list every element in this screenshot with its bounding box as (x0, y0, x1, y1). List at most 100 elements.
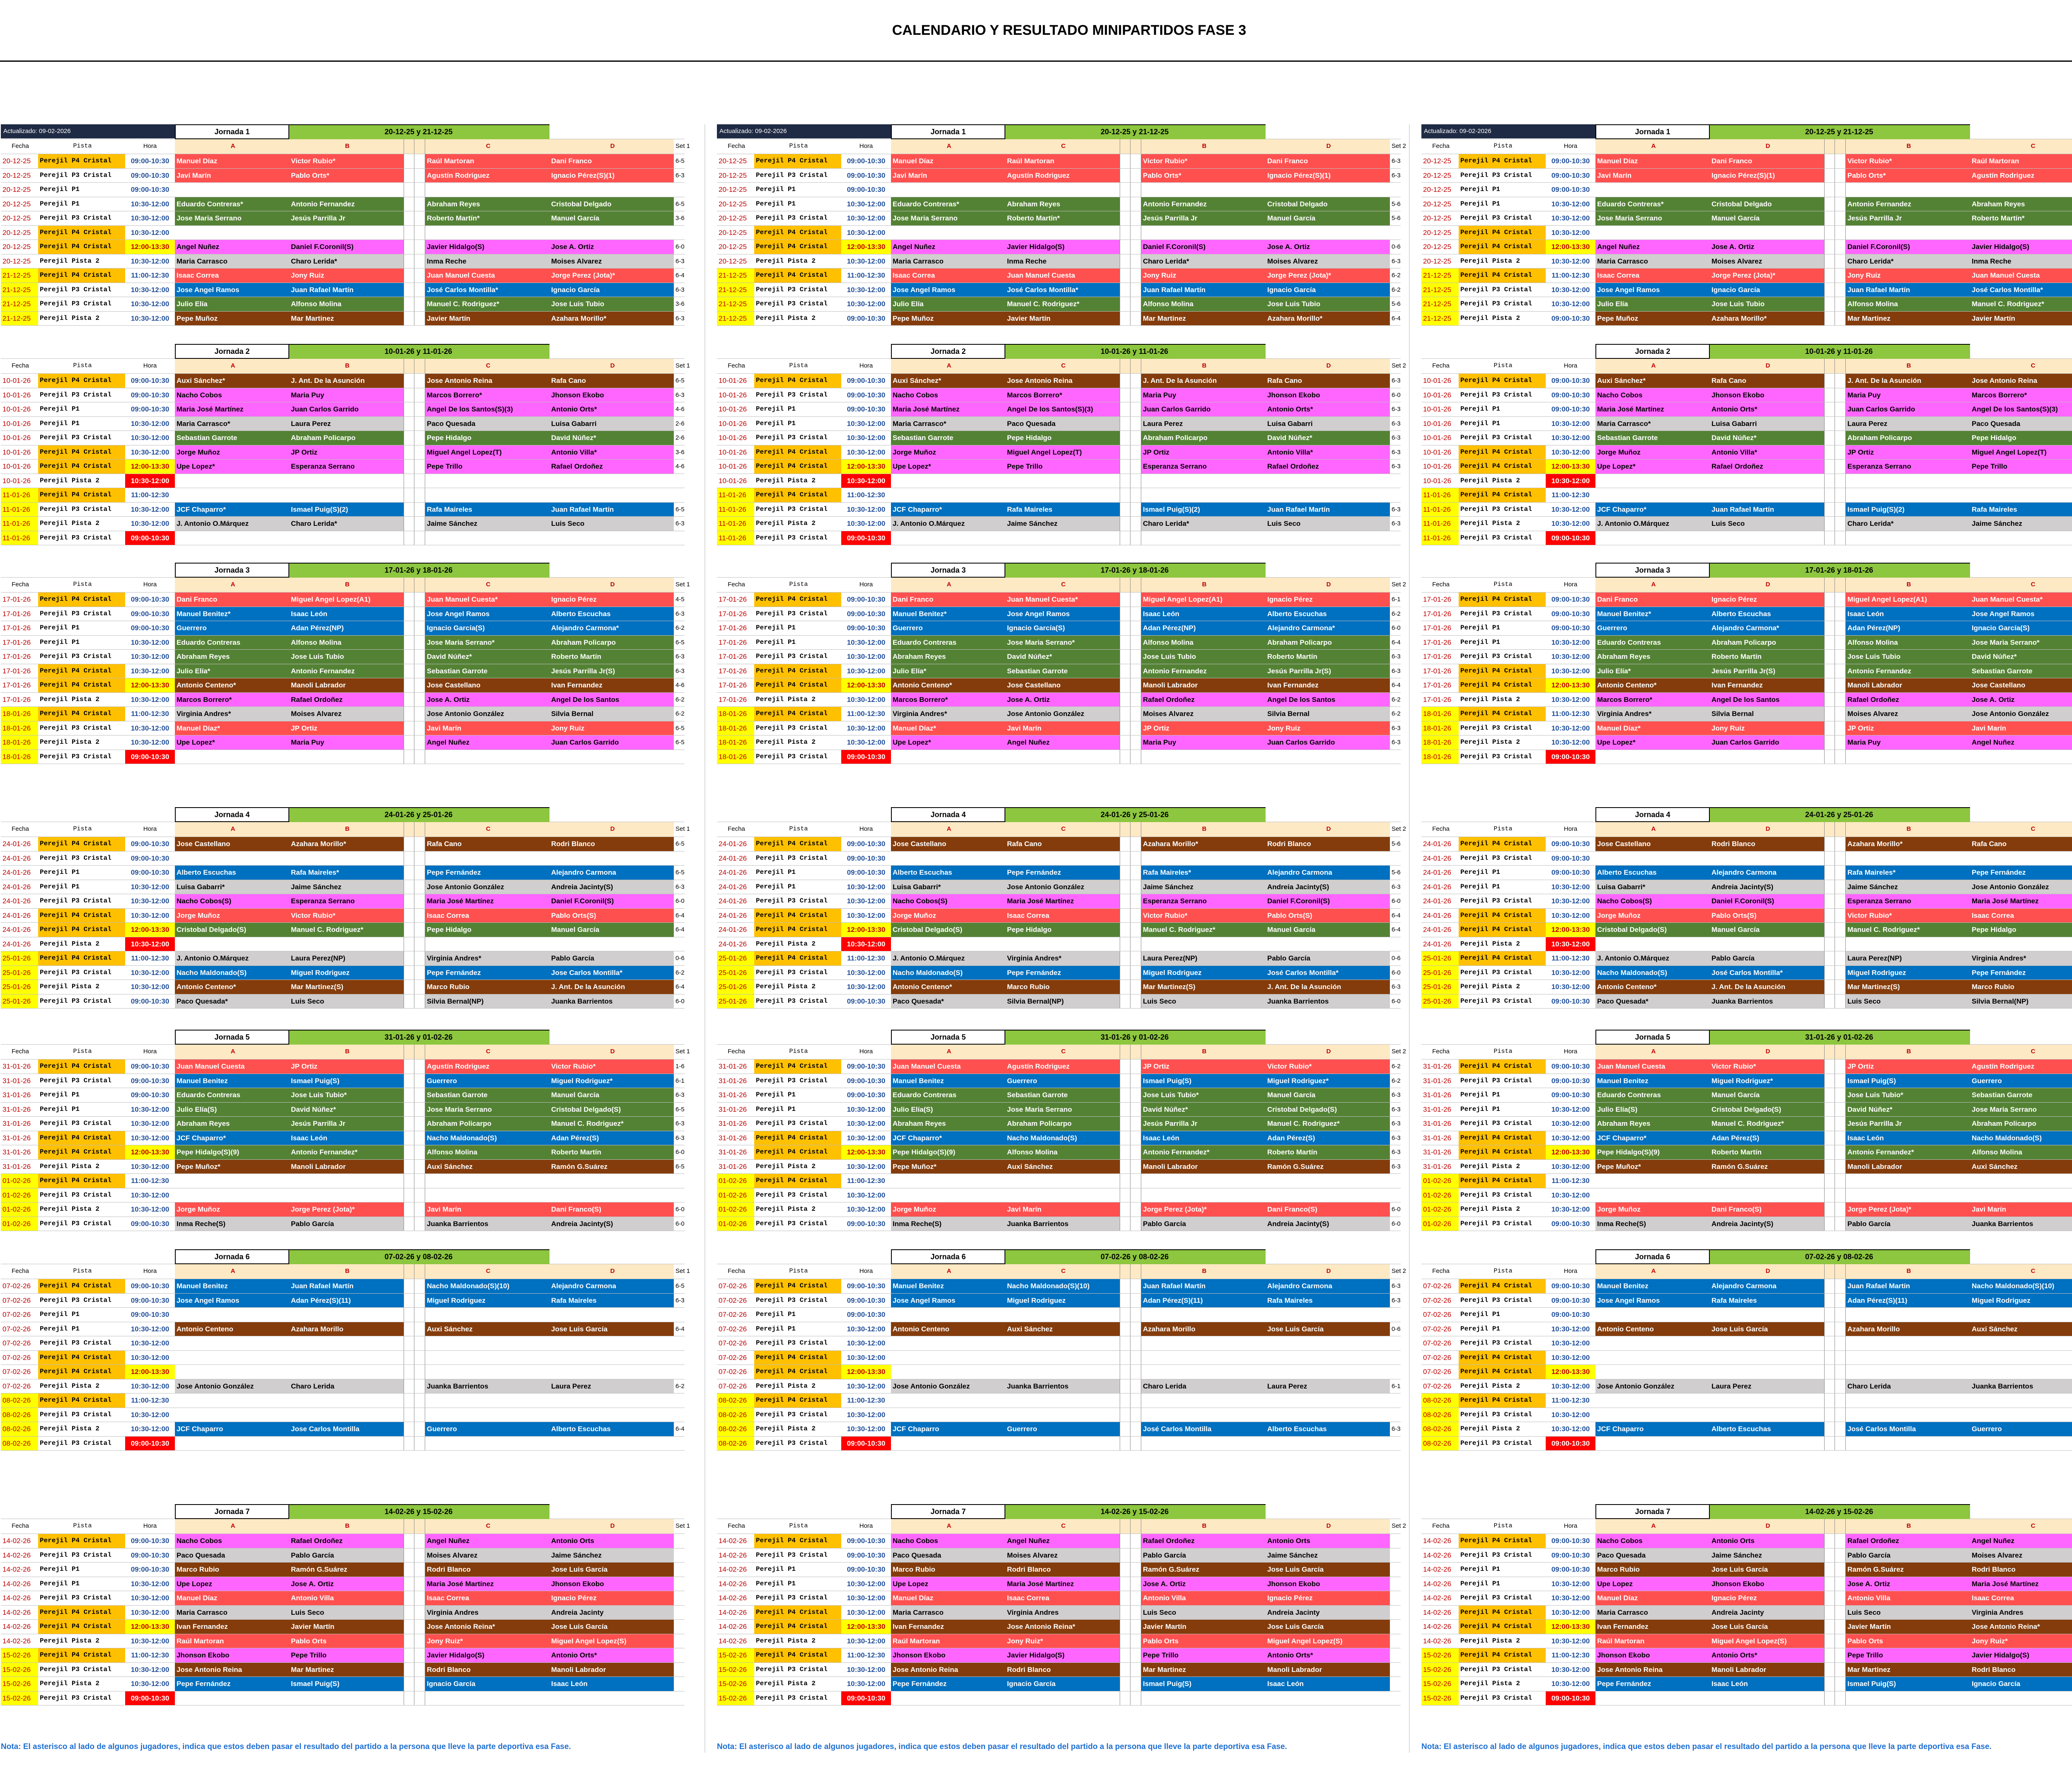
match-row[interactable]: 17-01-26 Perejil P3 Cristal 10:30-12:00 Abr… (717, 650, 1401, 664)
match-row[interactable]: 14-02-26 Perejil P4 Cristal 12:00-13:30 Iva… (1, 1620, 685, 1634)
match-row[interactable]: 15-02-26 Perejil P4 Cristal 11:00-12:30 Jho… (1421, 1648, 2072, 1663)
match-row[interactable]: 10-01-26 Perejil P4 Cristal 12:00-13:30 Upe… (717, 460, 1401, 474)
match-row[interactable]: 08-02-26 Perejil Pista 2 10:30-12:00 JCF Ch… (717, 1422, 1401, 1437)
match-row[interactable]: 17-01-26 Perejil P1 09:00-10:30 Guerrero Ign… (717, 621, 1401, 636)
match-row[interactable]: 08-02-26 Perejil P3 Cristal 10:30-12:00 (717, 1408, 1401, 1422)
match-row[interactable]: 15-02-26 Perejil P3 Cristal 09:00-10:30 (1421, 1691, 2072, 1706)
match-row[interactable]: 14-02-26 Perejil P3 Cristal 09:00-10:30 Pac… (1421, 1548, 2072, 1563)
match-row[interactable]: 15-02-26 Perejil P3 Cristal 10:30-12:00 Jos… (717, 1662, 1401, 1677)
match-row[interactable]: 31-01-26 Perejil P4 Cristal 12:00-13:30 Pep… (717, 1145, 1401, 1160)
match-row[interactable]: 10-01-26 Perejil P4 Cristal 09:00-10:30 Aux… (717, 374, 1401, 388)
match-row[interactable]: 31-01-26 Perejil P4 Cristal 10:30-12:00 JCF… (1, 1131, 685, 1145)
match-row[interactable]: 07-02-26 Perejil P1 10:30-12:00 Antonio Cen… (1421, 1322, 2072, 1336)
match-row[interactable]: 11-01-26 Perejil P4 Cristal 11:00-12:30 (717, 488, 1401, 503)
match-row[interactable]: 24-01-26 Perejil P3 Cristal 10:30-12:00 Nac… (1, 894, 685, 909)
match-row[interactable]: 31-01-26 Perejil P4 Cristal 10:30-12:00 JCF… (1421, 1131, 2072, 1145)
match-row[interactable]: 31-01-26 Perejil P1 10:30-12:00 Julio Elía(… (1, 1102, 685, 1117)
match-row[interactable]: 20-12-25 Perejil P1 10:30-12:00 Eduardo Con… (1421, 197, 2072, 211)
match-row[interactable]: 08-02-26 Perejil Pista 2 10:30-12:00 JCF Ch… (1421, 1422, 2072, 1437)
match-row[interactable]: 01-02-26 Perejil Pista 2 10:30-12:00 Jorge … (1421, 1202, 2072, 1217)
match-row[interactable]: 10-01-26 Perejil P3 Cristal 09:00-10:30 Nac… (717, 388, 1401, 402)
match-row[interactable]: 24-01-26 Perejil P3 Cristal 09:00-10:30 (1421, 851, 2072, 866)
match-row[interactable]: 17-01-26 Perejil P1 10:30-12:00 Eduardo Con… (1, 635, 685, 650)
match-row[interactable]: 25-01-26 Perejil Pista 2 10:30-12:00 Antoni… (1, 980, 685, 994)
match-row[interactable]: 20-12-25 Perejil P1 09:00-10:30 (1421, 183, 2072, 197)
match-row[interactable]: 07-02-26 Perejil Pista 2 10:30-12:00 Jose A… (717, 1379, 1401, 1393)
match-row[interactable]: 07-02-26 Perejil Pista 2 10:30-12:00 Jose A… (1, 1379, 685, 1393)
match-row[interactable]: 01-02-26 Perejil P3 Cristal 10:30-12:00 (1, 1188, 685, 1202)
match-row[interactable]: 07-02-26 Perejil P1 09:00-10:30 (1421, 1308, 2072, 1322)
match-row[interactable]: 14-02-26 Perejil P4 Cristal 09:00-10:30 Nac… (1, 1534, 685, 1548)
match-row[interactable]: 31-01-26 Perejil P4 Cristal 12:00-13:30 Pep… (1421, 1145, 2072, 1160)
match-row[interactable]: 20-12-25 Perejil P4 Cristal 10:30-12:00 (717, 225, 1401, 240)
match-row[interactable]: 10-01-26 Perejil P4 Cristal 10:30-12:00 Jor… (1421, 445, 2072, 460)
match-row[interactable]: 20-12-25 Perejil Pista 2 10:30-12:00 Maria … (717, 254, 1401, 269)
match-row[interactable]: 24-01-26 Perejil P1 10:30-12:00 Luisa Gabar… (717, 880, 1401, 894)
match-row[interactable]: 31-01-26 Perejil P3 Cristal 09:00-10:30 Man… (1421, 1074, 2072, 1088)
match-row[interactable]: 14-02-26 Perejil P1 10:30-12:00 Upe Lopez Jo… (1, 1577, 685, 1591)
match-row[interactable]: 14-02-26 Perejil P1 09:00-10:30 Marco Rubio… (1, 1563, 685, 1577)
match-row[interactable]: 20-12-25 Perejil P4 Cristal 12:00-13:30 Ang… (717, 240, 1401, 254)
match-row[interactable]: 21-12-25 Perejil P4 Cristal 11:00-12:30 Isa… (1, 269, 685, 283)
match-row[interactable]: 20-12-25 Perejil P3 Cristal 10:30-12:00 Jos… (1421, 211, 2072, 226)
match-row[interactable]: 31-01-26 Perejil P1 10:30-12:00 Julio Elía(… (1421, 1102, 2072, 1117)
match-row[interactable]: 24-01-26 Perejil P4 Cristal 10:30-12:00 Jor… (717, 908, 1401, 923)
match-row[interactable]: 21-12-25 Perejil Pista 2 10:30-12:00 Pepe M… (1, 311, 685, 326)
match-row[interactable]: 10-01-26 Perejil P3 Cristal 10:30-12:00 Seb… (717, 431, 1401, 445)
match-row[interactable]: 20-12-25 Perejil P4 Cristal 09:00-10:30 Man… (1, 154, 685, 169)
match-row[interactable]: 31-01-26 Perejil P1 09:00-10:30 Eduardo Con… (1421, 1088, 2072, 1103)
match-row[interactable]: 14-02-26 Perejil P3 Cristal 10:30-12:00 Man… (1421, 1591, 2072, 1606)
match-row[interactable]: 11-01-26 Perejil P4 Cristal 11:00-12:30 (1, 488, 685, 503)
match-row[interactable]: 07-02-26 Perejil P4 Cristal 10:30-12:00 (717, 1350, 1401, 1365)
match-row[interactable]: 20-12-25 Perejil Pista 2 10:30-12:00 Maria … (1421, 254, 2072, 269)
match-row[interactable]: 17-01-26 Perejil Pista 2 10:30-12:00 Marcos… (717, 692, 1401, 707)
match-row[interactable]: 14-02-26 Perejil P3 Cristal 09:00-10:30 Pac… (717, 1548, 1401, 1563)
match-row[interactable]: 07-02-26 Perejil P4 Cristal 09:00-10:30 Man… (717, 1279, 1401, 1294)
match-row[interactable]: 08-02-26 Perejil Pista 2 10:30-12:00 JCF Ch… (1, 1422, 685, 1437)
match-row[interactable]: 31-01-26 Perejil P4 Cristal 09:00-10:30 Jua… (1421, 1060, 2072, 1074)
match-row[interactable]: 31-01-26 Perejil P1 10:30-12:00 Julio Elía(… (717, 1102, 1401, 1117)
match-row[interactable]: 14-02-26 Perejil P4 Cristal 10:30-12:00 Mar… (1, 1605, 685, 1620)
match-row[interactable]: 31-01-26 Perejil P1 09:00-10:30 Eduardo Con… (717, 1088, 1401, 1103)
match-row[interactable]: 10-01-26 Perejil P1 09:00-10:30 Maria José … (1, 402, 685, 417)
match-row[interactable]: 14-02-26 Perejil P1 09:00-10:30 Marco Rubio… (1421, 1563, 2072, 1577)
match-row[interactable]: 20-12-25 Perejil P3 Cristal 09:00-10:30 Jav… (1, 168, 685, 183)
match-row[interactable]: 08-02-26 Perejil P3 Cristal 09:00-10:30 (1421, 1436, 2072, 1451)
match-row[interactable]: 20-12-25 Perejil P4 Cristal 09:00-10:30 Man… (1421, 154, 2072, 169)
match-row[interactable]: 18-01-26 Perejil P3 Cristal 10:30-12:00 Man… (1421, 721, 2072, 735)
match-row[interactable]: 20-12-25 Perejil P3 Cristal 09:00-10:30 Jav… (1421, 168, 2072, 183)
match-row[interactable]: 07-02-26 Perejil P3 Cristal 09:00-10:30 Jos… (1421, 1293, 2072, 1308)
match-row[interactable]: 25-01-26 Perejil Pista 2 10:30-12:00 Antoni… (1421, 980, 2072, 994)
match-row[interactable]: 07-02-26 Perejil P3 Cristal 09:00-10:30 Jos… (1, 1293, 685, 1308)
match-row[interactable]: 17-01-26 Perejil P4 Cristal 10:30-12:00 Jul… (1, 664, 685, 678)
match-row[interactable]: 11-01-26 Perejil P3 Cristal 10:30-12:00 JCF… (717, 502, 1401, 517)
match-row[interactable]: 20-12-25 Perejil Pista 2 10:30-12:00 Maria … (1, 254, 685, 269)
match-row[interactable]: 17-01-26 Perejil P3 Cristal 10:30-12:00 Abr… (1421, 650, 2072, 664)
match-row[interactable]: 24-01-26 Perejil P4 Cristal 12:00-13:30 Cri… (1, 923, 685, 937)
match-row[interactable]: 15-02-26 Perejil P3 Cristal 10:30-12:00 Jos… (1421, 1662, 2072, 1677)
match-row[interactable]: 24-01-26 Perejil P3 Cristal 09:00-10:30 (717, 851, 1401, 866)
match-row[interactable]: 07-02-26 Perejil P3 Cristal 10:30-12:00 (1421, 1336, 2072, 1351)
match-row[interactable]: 11-01-26 Perejil P3 Cristal 09:00-10:30 (717, 531, 1401, 545)
match-row[interactable]: 17-01-26 Perejil P4 Cristal 09:00-10:30 Dan… (1421, 593, 2072, 607)
match-row[interactable]: 11-01-26 Perejil P3 Cristal 09:00-10:30 (1421, 531, 2072, 545)
match-row[interactable]: 14-02-26 Perejil P3 Cristal 09:00-10:30 Pac… (1, 1548, 685, 1563)
match-row[interactable]: 11-01-26 Perejil Pista 2 10:30-12:00 J. Ant… (1, 517, 685, 531)
match-row[interactable]: 01-02-26 Perejil P3 Cristal 10:30-12:00 (1421, 1188, 2072, 1202)
match-row[interactable]: 14-02-26 Perejil P4 Cristal 10:30-12:00 Mar… (1421, 1605, 2072, 1620)
match-row[interactable]: 10-01-26 Perejil P4 Cristal 10:30-12:00 Jor… (1, 445, 685, 460)
match-row[interactable]: 31-01-26 Perejil P4 Cristal 09:00-10:30 Jua… (717, 1060, 1401, 1074)
match-row[interactable]: 24-01-26 Perejil P4 Cristal 10:30-12:00 Jor… (1421, 908, 2072, 923)
match-row[interactable]: 31-01-26 Perejil P3 Cristal 10:30-12:00 Abr… (1421, 1117, 2072, 1131)
match-row[interactable]: 14-02-26 Perejil P4 Cristal 09:00-10:30 Nac… (717, 1534, 1401, 1548)
match-row[interactable]: 20-12-25 Perejil P1 10:30-12:00 Eduardo Con… (1, 197, 685, 211)
match-row[interactable]: 17-01-26 Perejil P4 Cristal 12:00-13:30 Ant… (1421, 678, 2072, 693)
match-row[interactable]: 25-01-26 Perejil P3 Cristal 10:30-12:00 Nac… (1, 965, 685, 980)
match-row[interactable]: 10-01-26 Perejil P4 Cristal 12:00-13:30 Upe… (1421, 460, 2072, 474)
match-row[interactable]: 01-02-26 Perejil P4 Cristal 11:00-12:30 (1421, 1174, 2072, 1188)
match-row[interactable]: 18-01-26 Perejil Pista 2 10:30-12:00 Upe Lo… (1421, 735, 2072, 750)
match-row[interactable]: 11-01-26 Perejil P3 Cristal 10:30-12:00 JCF… (1, 502, 685, 517)
match-row[interactable]: 14-02-26 Perejil P4 Cristal 09:00-10:30 Nac… (1421, 1534, 2072, 1548)
match-row[interactable]: 01-02-26 Perejil P4 Cristal 11:00-12:30 (717, 1174, 1401, 1188)
match-row[interactable]: 07-02-26 Perejil P1 09:00-10:30 (717, 1308, 1401, 1322)
